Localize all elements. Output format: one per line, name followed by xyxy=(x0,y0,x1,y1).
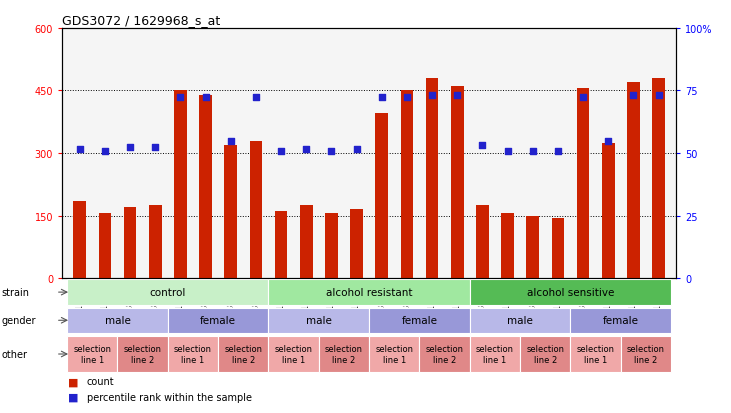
Point xyxy=(401,94,413,101)
Text: control: control xyxy=(150,287,186,297)
Bar xyxy=(570,308,671,333)
Point xyxy=(74,146,86,153)
Text: ■: ■ xyxy=(68,392,79,402)
Bar xyxy=(268,337,319,372)
Text: count: count xyxy=(87,377,114,387)
Bar xyxy=(200,95,212,278)
Point xyxy=(225,138,237,145)
Text: gender: gender xyxy=(1,316,36,325)
Bar xyxy=(268,280,470,305)
Text: selection
line 2: selection line 2 xyxy=(224,344,262,364)
Bar xyxy=(73,202,86,278)
Bar xyxy=(470,280,671,305)
Bar xyxy=(67,308,168,333)
Point xyxy=(351,146,363,153)
Bar xyxy=(218,337,268,372)
Bar xyxy=(470,337,520,372)
Point xyxy=(653,92,664,99)
Bar xyxy=(627,83,640,278)
Text: selection
line 1: selection line 1 xyxy=(275,344,313,364)
Text: GDS3072 / 1629968_s_at: GDS3072 / 1629968_s_at xyxy=(62,14,220,27)
Point xyxy=(175,94,186,101)
Text: female: female xyxy=(603,316,639,325)
Bar xyxy=(401,91,413,278)
Bar xyxy=(300,206,313,278)
Bar xyxy=(552,218,564,278)
Text: strain: strain xyxy=(1,287,29,297)
Text: male: male xyxy=(306,316,332,325)
Bar xyxy=(67,280,268,305)
Bar xyxy=(570,337,621,372)
Text: selection
line 2: selection line 2 xyxy=(325,344,363,364)
Bar xyxy=(224,145,237,278)
Bar xyxy=(621,337,671,372)
Text: selection
line 1: selection line 1 xyxy=(375,344,413,364)
Bar xyxy=(268,308,369,333)
Bar xyxy=(249,141,262,278)
Text: male: male xyxy=(105,316,130,325)
Bar xyxy=(451,87,463,278)
Bar xyxy=(168,308,268,333)
Text: female: female xyxy=(401,316,437,325)
Bar xyxy=(652,79,665,278)
Point xyxy=(627,92,639,99)
Point xyxy=(527,148,539,155)
Point xyxy=(477,142,488,149)
Bar xyxy=(124,208,137,278)
Text: selection
line 1: selection line 1 xyxy=(73,344,111,364)
Text: selection
line 2: selection line 2 xyxy=(526,344,564,364)
Point xyxy=(426,92,438,99)
Bar xyxy=(319,337,369,372)
Text: alcohol resistant: alcohol resistant xyxy=(326,287,412,297)
Point xyxy=(276,148,287,155)
Point xyxy=(149,144,161,151)
Point xyxy=(300,146,312,153)
Bar xyxy=(526,216,539,278)
Text: alcohol sensitive: alcohol sensitive xyxy=(527,287,614,297)
Bar xyxy=(577,89,589,278)
Bar xyxy=(118,337,168,372)
Text: percentile rank within the sample: percentile rank within the sample xyxy=(87,392,251,402)
Bar xyxy=(369,337,420,372)
Bar xyxy=(376,114,388,278)
Text: male: male xyxy=(507,316,533,325)
Bar xyxy=(67,337,118,372)
Text: other: other xyxy=(1,349,28,359)
Point xyxy=(325,148,337,155)
Point xyxy=(376,94,387,101)
Point xyxy=(602,138,614,145)
Point xyxy=(99,148,111,155)
Bar xyxy=(470,308,570,333)
Point xyxy=(451,92,463,99)
Bar xyxy=(275,212,287,278)
Bar xyxy=(501,214,514,278)
Point xyxy=(124,144,136,151)
Bar xyxy=(425,79,439,278)
Bar xyxy=(149,206,162,278)
Bar xyxy=(420,337,470,372)
Bar xyxy=(520,337,570,372)
Bar xyxy=(168,337,218,372)
Bar xyxy=(476,206,489,278)
Bar xyxy=(325,214,338,278)
Text: female: female xyxy=(200,316,236,325)
Bar xyxy=(369,308,470,333)
Point xyxy=(552,148,564,155)
Text: selection
line 1: selection line 1 xyxy=(577,344,615,364)
Point xyxy=(250,94,262,101)
Bar xyxy=(602,143,615,278)
Text: ■: ■ xyxy=(68,377,79,387)
Point xyxy=(200,94,211,101)
Bar xyxy=(350,210,363,278)
Bar xyxy=(99,214,111,278)
Text: selection
line 2: selection line 2 xyxy=(627,344,665,364)
Point xyxy=(577,94,589,101)
Text: selection
line 1: selection line 1 xyxy=(174,344,212,364)
Point xyxy=(501,148,513,155)
Text: selection
line 2: selection line 2 xyxy=(124,344,162,364)
Text: selection
line 1: selection line 1 xyxy=(476,344,514,364)
Bar xyxy=(174,91,186,278)
Text: selection
line 2: selection line 2 xyxy=(425,344,463,364)
